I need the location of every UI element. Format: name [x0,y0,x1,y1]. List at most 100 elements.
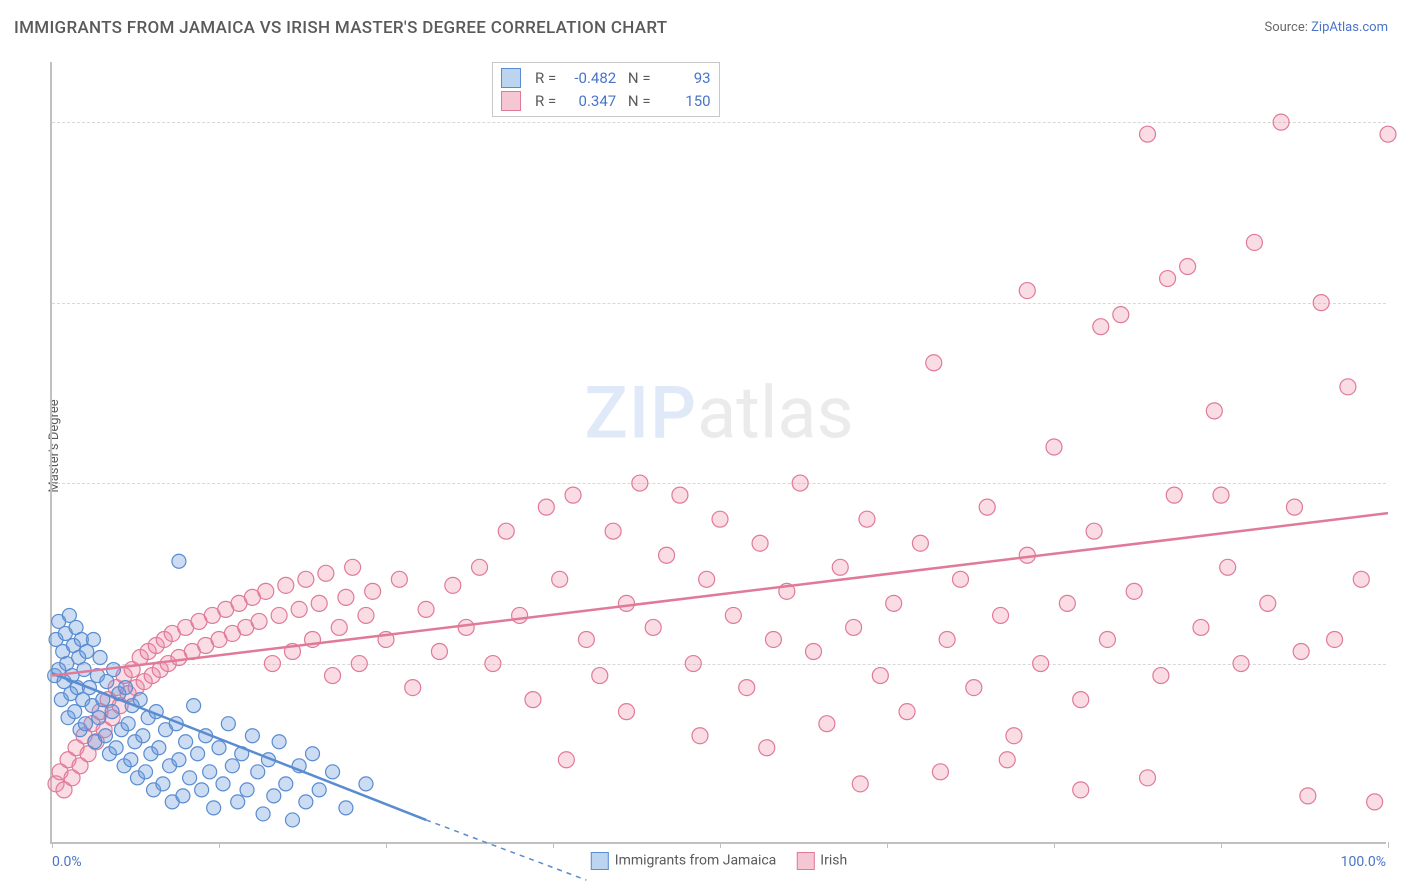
scatter-point [325,668,341,684]
scatter-point [558,752,574,768]
scatter-point [1206,403,1222,419]
scatter-point [245,729,259,743]
x-axis-max-label: 100.0% [1341,854,1386,870]
scatter-point [1153,668,1169,684]
stats-n-value-irish: 150 [659,90,711,113]
scatter-point [1006,728,1022,744]
chart-canvas [52,62,1386,842]
scatter-point [299,795,313,809]
scatter-point [1140,770,1156,786]
scatter-point [538,499,554,515]
scatter-point [1353,571,1369,587]
scatter-point [195,783,209,797]
scatter-point [358,607,374,623]
source-link[interactable]: ZipAtlas.com [1311,20,1388,35]
x-tick [386,842,387,848]
source-attribution: Source: ZipAtlas.com [1264,20,1388,35]
y-tick-label: 15.0% [1391,657,1406,673]
scatter-point [172,554,186,568]
scatter-point [512,607,528,623]
scatter-point [187,699,201,713]
x-tick [1221,842,1222,848]
scatter-point [932,764,948,780]
scatter-point [124,753,138,767]
scatter-point [846,619,862,635]
scatter-point [458,619,474,635]
scatter-point [578,631,594,647]
scatter-point [78,717,92,731]
source-prefix: Source: [1264,20,1311,35]
x-tick [1388,842,1389,848]
y-tick-label: 30.0% [1391,476,1406,492]
scatter-point [926,355,942,371]
scatter-point [1327,631,1343,647]
scatter-point [1166,487,1182,503]
scatter-point [1046,439,1062,455]
scatter-point [659,547,675,563]
scatter-point [966,680,982,696]
scatter-point [156,777,170,791]
scatter-point [1233,656,1249,672]
scatter-point [618,704,634,720]
x-tick [887,842,888,848]
scatter-point [672,487,688,503]
legend-swatch-jamaica [591,852,609,870]
scatter-point [279,777,293,791]
x-tick [52,842,53,848]
stats-r-value-irish: 0.347 [564,90,616,113]
scatter-point [221,717,235,731]
stats-r-value-jamaica: -0.482 [564,67,616,90]
scatter-point [1293,644,1309,660]
stats-row-irish: R = 0.347 N = 150 [501,90,711,113]
y-tick-label: 45.0% [1391,296,1406,312]
scatter-point [351,656,367,672]
scatter-point [285,813,299,827]
scatter-point [899,704,915,720]
scatter-point [418,601,434,617]
scatter-point [1019,283,1035,299]
scatter-point [118,681,132,695]
scatter-point [77,663,91,677]
scatter-point [267,789,281,803]
scatter-point [231,795,245,809]
scatter-point [993,607,1009,623]
scatter-point [1340,379,1356,395]
scatter-point [645,619,661,635]
scatter-point [258,583,274,599]
scatter-point [1220,559,1236,575]
chart-title: IMMIGRANTS FROM JAMAICA VS IRISH MASTER'… [14,18,667,38]
scatter-point [391,571,407,587]
scatter-point [859,511,875,527]
scatter-point [939,631,955,647]
scatter-point [1073,692,1089,708]
stats-row-jamaica: R = -0.482 N = 93 [501,67,711,90]
scatter-point [1286,499,1302,515]
scatter-point [692,728,708,744]
scatter-point [852,776,868,792]
legend-item-jamaica: Immigrants from Jamaica [591,852,777,870]
scatter-point [685,656,701,672]
scatter-point [191,747,205,761]
scatter-point [1273,114,1289,130]
legend-item-irish: Irish [796,852,847,870]
scatter-point [306,747,320,761]
chart-legend: Immigrants from Jamaica Irish [591,852,847,870]
x-axis-min-label: 0.0% [52,854,82,870]
scatter-point [739,680,755,696]
stats-n-label: N = [624,67,650,90]
scatter-point [1073,782,1089,798]
scatter-point [1160,271,1176,287]
scatter-point [318,565,334,581]
scatter-point [405,680,421,696]
scatter-point [139,765,153,779]
scatter-point [216,777,230,791]
scatter-point [264,656,280,672]
scatter-point [68,705,82,719]
scatter-point [592,668,608,684]
scatter-point [759,740,775,756]
stats-swatch-jamaica [501,68,521,88]
scatter-point [886,595,902,611]
scatter-point [999,752,1015,768]
scatter-point [1313,295,1329,311]
scatter-point [93,651,107,665]
